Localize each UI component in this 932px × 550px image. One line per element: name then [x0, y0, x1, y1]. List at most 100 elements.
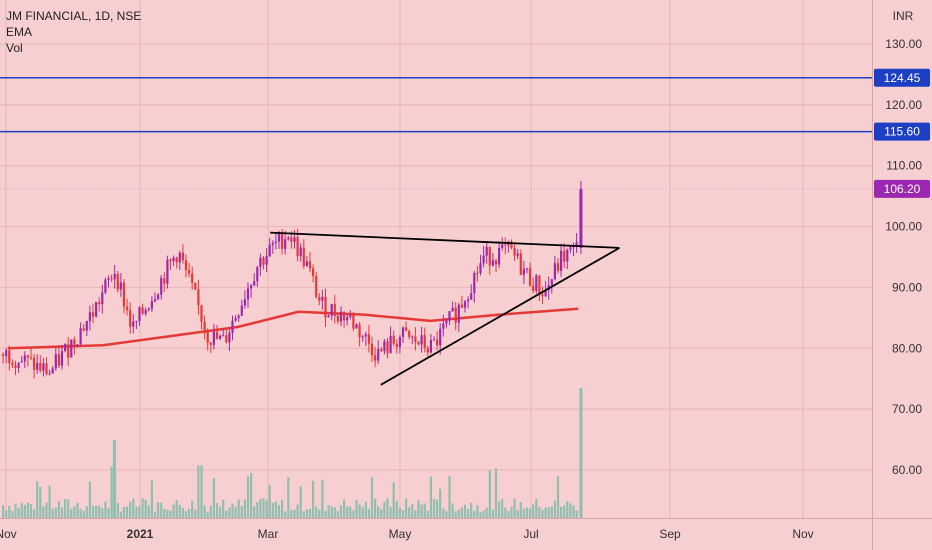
candle-body	[253, 281, 256, 286]
volume-bar	[473, 510, 476, 518]
candle-body	[237, 315, 240, 318]
candle-body	[398, 336, 401, 348]
candle-body	[23, 355, 26, 362]
volume-bar	[129, 501, 132, 518]
volume-bar	[442, 508, 445, 518]
candle-body	[544, 290, 547, 297]
volume-bar	[240, 506, 243, 518]
volume-bar	[141, 498, 144, 518]
volume-bar	[324, 510, 327, 518]
candle-body	[5, 350, 8, 357]
volume-bar	[200, 465, 203, 518]
time-tick-label: Nov	[0, 527, 17, 541]
volume-bar	[544, 507, 547, 518]
volume-bar	[290, 509, 293, 518]
candle-body	[333, 304, 336, 316]
candle-body	[82, 328, 85, 331]
candle-body	[95, 302, 98, 317]
candle-body	[467, 299, 470, 302]
candle-body	[11, 363, 14, 366]
volume-bar	[364, 501, 367, 518]
candle-body	[510, 241, 513, 248]
breakout-candle-body	[579, 188, 583, 248]
candle-body	[296, 237, 299, 257]
candle-body	[172, 257, 175, 262]
volume-bar	[566, 501, 569, 518]
volume-bar	[181, 508, 184, 518]
volume-bar	[234, 506, 237, 518]
volume-bar	[513, 498, 516, 518]
volume-bar	[370, 476, 374, 518]
volume-bar	[45, 502, 48, 518]
price-tag-label: 115.60	[884, 125, 920, 139]
candle-body	[243, 299, 246, 306]
volume-bar	[265, 500, 268, 518]
ema-line	[7, 307, 579, 350]
volume-bar	[467, 508, 470, 518]
candle-body	[532, 285, 535, 291]
candle-body	[116, 273, 119, 290]
candle-body	[70, 339, 73, 358]
candle-body	[287, 237, 290, 240]
candle-body	[556, 263, 560, 271]
volume-bar	[212, 477, 215, 518]
candle-body	[364, 334, 367, 337]
volume-bar	[135, 506, 138, 518]
candle-body	[299, 247, 302, 257]
volume-bar	[157, 502, 160, 518]
volume-bar	[172, 504, 175, 518]
candle-body	[386, 341, 389, 354]
candle-body	[42, 363, 45, 371]
candle-body	[290, 237, 293, 242]
volume-bar	[504, 507, 507, 518]
volume-bar	[572, 505, 575, 518]
volume-bar	[175, 500, 178, 518]
volume-bar	[305, 509, 308, 518]
candles	[2, 180, 583, 379]
volume-bar	[206, 511, 209, 518]
volume-bar	[98, 505, 101, 518]
candle-body	[175, 257, 178, 263]
volume-bar	[194, 509, 197, 518]
candle-body	[392, 335, 395, 344]
volume-bar	[432, 499, 436, 518]
candle-body	[256, 266, 259, 282]
volume-bar	[48, 485, 51, 518]
candle-body	[305, 261, 308, 267]
volume-bar	[147, 505, 150, 518]
volume-bar	[380, 509, 383, 518]
volume-bar	[426, 510, 429, 518]
candle-body	[522, 268, 525, 276]
candle-body	[405, 327, 408, 331]
candle-body	[352, 315, 355, 329]
price-tag-label: 124.45	[884, 71, 921, 85]
volume-bar	[277, 504, 281, 518]
candle-body	[538, 275, 541, 295]
candle-body	[504, 244, 507, 246]
volume-indicator-label[interactable]: Vol	[6, 41, 23, 55]
candle-body	[262, 257, 265, 265]
candle-body	[389, 335, 392, 354]
candle-body	[51, 368, 54, 374]
candle-body	[513, 247, 516, 256]
volume-bar	[302, 511, 305, 518]
volume-bar	[336, 511, 339, 518]
candle-body	[259, 257, 262, 267]
volume-bar	[256, 502, 259, 518]
candle-body	[14, 365, 17, 369]
chart-legend: JM FINANCIAL, 1D, NSE EMA Vol	[6, 8, 141, 56]
candle-body	[73, 339, 76, 346]
volume-bar	[550, 506, 553, 518]
volume-bar	[470, 502, 473, 518]
candle-body	[377, 349, 380, 361]
candle-body	[491, 260, 494, 266]
symbol-title: JM FINANCIAL, 1D, NSE	[6, 9, 142, 23]
ema-indicator-label[interactable]: EMA	[6, 25, 33, 39]
volume-bar	[401, 510, 405, 518]
volume-bar	[556, 476, 560, 518]
volume-bar	[445, 511, 448, 518]
volume-bar	[460, 507, 463, 518]
volume-bar	[253, 506, 256, 518]
